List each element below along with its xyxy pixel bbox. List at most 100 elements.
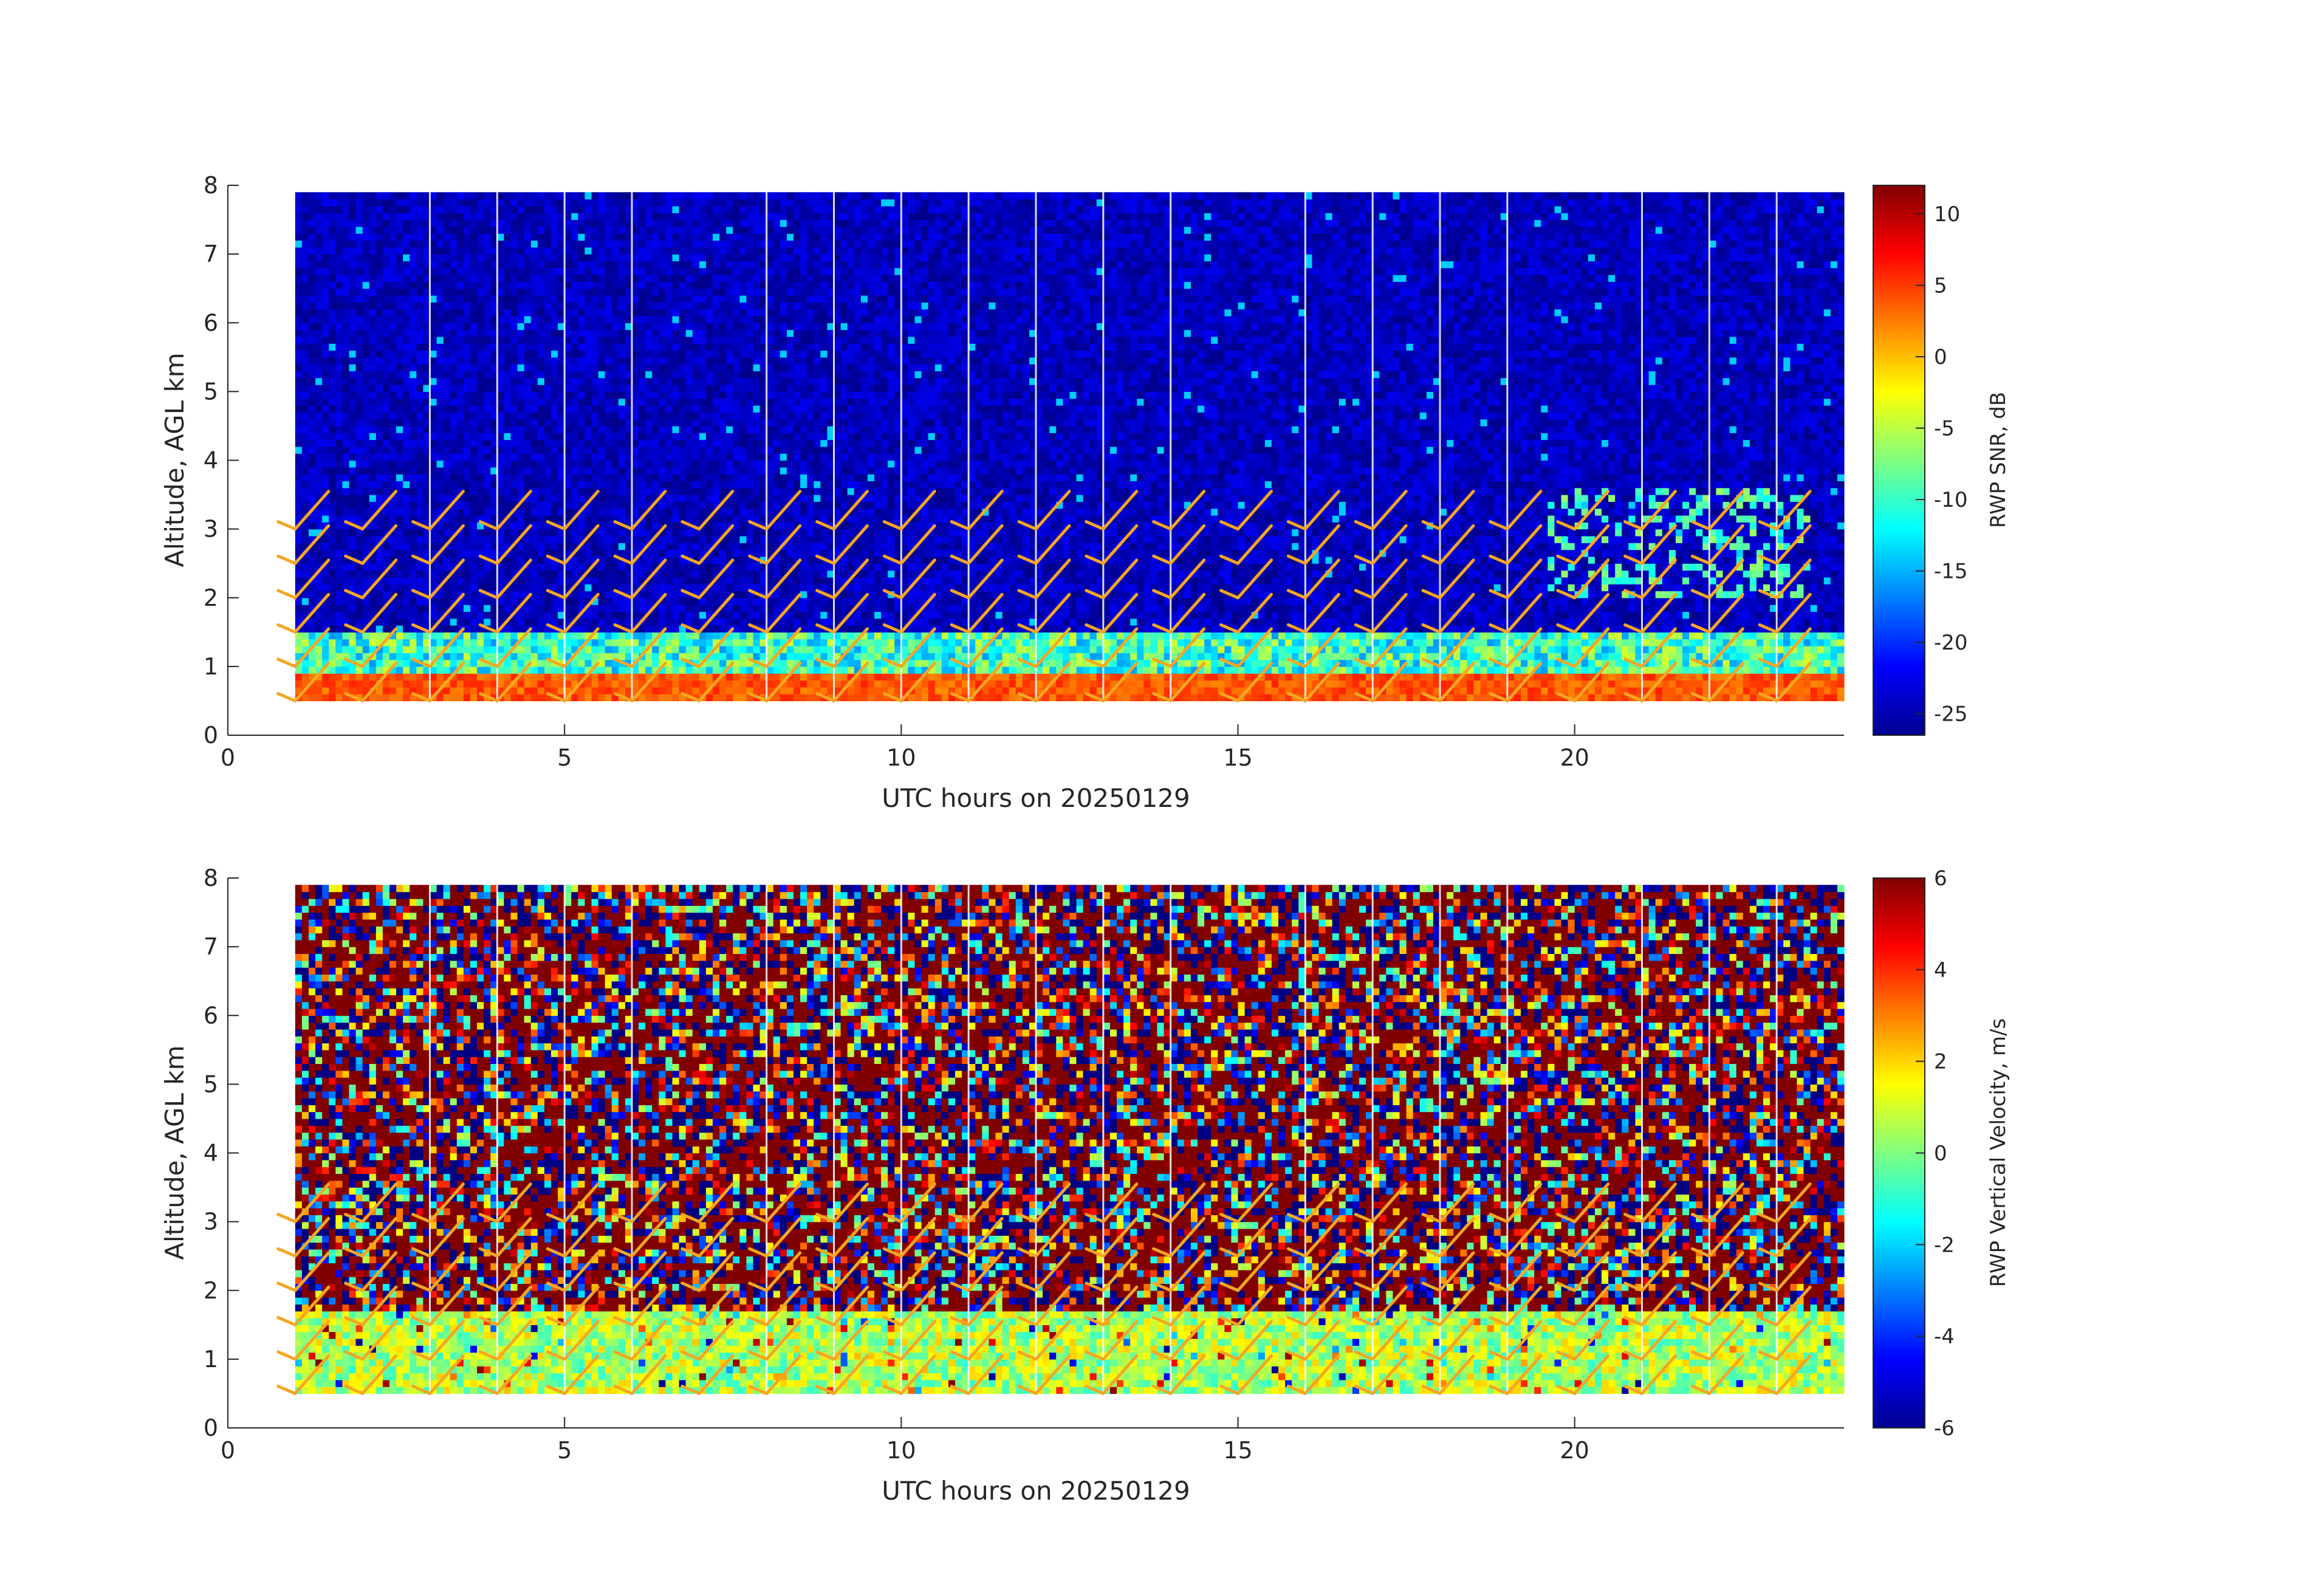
heatmap-cell <box>477 522 484 530</box>
heatmap-cell <box>571 625 578 633</box>
heatmap-cell <box>335 371 343 379</box>
heatmap-cell <box>645 247 653 255</box>
heatmap-cell <box>477 639 484 647</box>
heatmap-cell <box>463 336 471 344</box>
heatmap-cell <box>396 508 403 516</box>
heatmap-cell <box>436 673 444 681</box>
heatmap-cell <box>416 205 424 213</box>
heatmap-cell <box>571 481 578 489</box>
heatmap-cell <box>375 556 383 564</box>
heatmap-cell <box>456 247 464 255</box>
heatmap-cell <box>470 591 478 599</box>
heatmap-cell <box>605 597 612 605</box>
heatmap-cell <box>450 425 458 433</box>
heatmap-cell <box>329 412 336 420</box>
heatmap-cell <box>719 315 727 323</box>
heatmap-cell <box>632 639 639 647</box>
heatmap-cell <box>322 309 329 317</box>
heatmap-cell <box>410 501 417 509</box>
heatmap-cell <box>558 632 565 640</box>
heatmap-cell <box>598 591 606 599</box>
heatmap-cell <box>584 275 592 282</box>
heatmap-cell <box>558 460 565 468</box>
heatmap-cell <box>362 247 370 255</box>
heatmap-cell <box>679 597 687 605</box>
heatmap-cell <box>362 529 370 537</box>
heatmap-cell <box>524 570 532 578</box>
heatmap-cell <box>362 515 370 523</box>
heatmap-cell <box>484 364 491 372</box>
heatmap-cell <box>450 261 458 269</box>
heatmap-cell <box>382 584 390 592</box>
heatmap-cell <box>530 275 538 282</box>
heatmap-cell <box>295 529 303 537</box>
heatmap-cell <box>692 233 700 241</box>
heatmap-cell <box>618 315 626 323</box>
heatmap-cell <box>342 412 350 420</box>
heatmap-cell <box>490 412 498 420</box>
heatmap-cell <box>578 474 586 482</box>
heatmap-cell <box>375 267 383 275</box>
heatmap-cell <box>739 192 747 200</box>
heatmap-cell <box>530 295 538 303</box>
heatmap-cell <box>571 453 578 461</box>
heatmap-cell <box>369 329 377 337</box>
heatmap-cell <box>739 597 747 605</box>
heatmap-cell <box>524 439 532 447</box>
heatmap-cell <box>477 323 484 331</box>
heatmap-cell <box>524 226 532 234</box>
heatmap-cell <box>497 247 505 255</box>
heatmap-cell <box>652 371 659 379</box>
heatmap-cell <box>672 398 680 406</box>
heatmap-cell <box>315 226 323 234</box>
heatmap-cell <box>423 192 431 200</box>
heatmap-cell <box>490 460 498 468</box>
heatmap-cell <box>301 254 309 262</box>
heatmap-cell <box>739 219 747 227</box>
heatmap-cell <box>558 336 565 344</box>
heatmap-cell <box>591 605 599 612</box>
heatmap-cell <box>665 240 673 248</box>
heatmap-cell <box>450 240 458 248</box>
heatmap-cell <box>611 240 619 248</box>
heatmap-cell <box>510 659 518 667</box>
heatmap-cell <box>699 481 707 489</box>
heatmap-cell <box>564 563 572 571</box>
heatmap-cell <box>504 364 512 372</box>
heatmap-cell <box>598 474 606 482</box>
heatmap-cell <box>355 605 363 612</box>
heatmap-cell <box>443 295 451 303</box>
heatmap-cell <box>611 398 619 406</box>
heatmap-cell <box>726 288 733 296</box>
heatmap-cell <box>564 460 572 468</box>
heatmap-cell <box>517 405 525 413</box>
heatmap-cell <box>611 371 619 379</box>
heatmap-cell <box>632 481 639 489</box>
heatmap-cell <box>342 199 350 207</box>
heatmap-cell <box>322 529 329 537</box>
heatmap-cell <box>484 357 491 365</box>
heatmap-cell <box>490 377 498 385</box>
heatmap-cell <box>484 618 491 626</box>
heatmap-cell <box>396 680 403 688</box>
heatmap-cell <box>719 666 727 674</box>
heatmap-cell <box>558 371 565 379</box>
heatmap-cell <box>692 535 700 543</box>
heatmap-cell <box>530 481 538 489</box>
heatmap-cell <box>530 371 538 379</box>
heatmap-cell <box>625 433 632 441</box>
heatmap-cell <box>544 405 552 413</box>
heatmap-cell <box>382 597 390 605</box>
heatmap-cell <box>477 315 484 323</box>
heatmap-cell <box>672 240 680 248</box>
heatmap-cell <box>571 425 578 433</box>
heatmap-cell <box>382 385 390 392</box>
heatmap-cell <box>625 405 632 413</box>
heatmap-cell <box>591 385 599 392</box>
heatmap-cell <box>463 495 471 502</box>
heatmap-cell <box>349 302 357 310</box>
heatmap-cell <box>645 522 653 530</box>
heatmap-cell <box>639 240 646 248</box>
heatmap-cell <box>369 446 377 454</box>
heatmap-cell <box>598 529 606 537</box>
